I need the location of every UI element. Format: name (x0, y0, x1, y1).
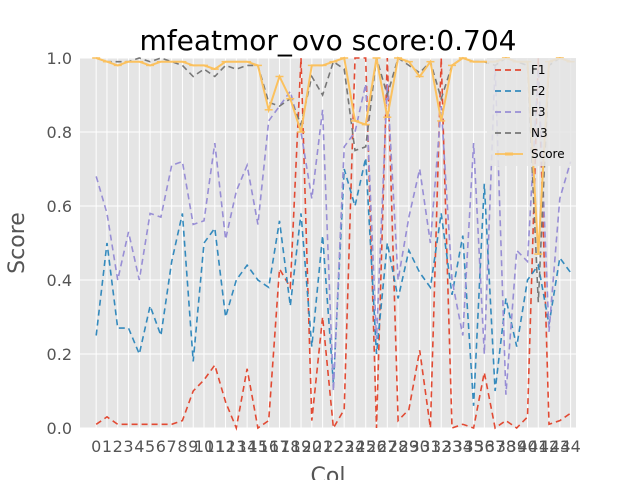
legend-label: F1 (531, 63, 546, 77)
x-tick-label: 37 (485, 437, 505, 456)
legend-label: Score (531, 147, 565, 161)
x-tick-label: 1 (102, 437, 112, 456)
x-axis-ticks: 0 1 2 3 4 5 6 7 8 9101112131415161718192021222324… (91, 437, 581, 456)
x-tick-label: 8 (177, 437, 187, 456)
x-tick-label: 27 (377, 437, 397, 456)
x-tick-label: 24 (345, 437, 365, 456)
legend-box (487, 58, 576, 166)
x-tick-label: 38 (496, 437, 516, 456)
series-line-f1 (95, 57, 572, 431)
x-tick-label: 3 (123, 437, 133, 456)
x-tick-label: 34 (453, 437, 473, 456)
x-tick-label: 40 (517, 437, 537, 456)
series-line-n3 (95, 56, 571, 303)
x-tick-label: 30 (409, 437, 429, 456)
y-tick-label: 0.4 (47, 271, 72, 290)
x-tick-label: 20 (302, 437, 322, 456)
x-tick-label: 4 (134, 437, 144, 456)
x-tick-label: 10 (194, 437, 214, 456)
legend-label: F2 (531, 84, 546, 98)
x-tick-label: 32 (431, 437, 451, 456)
x-tick-label: 22 (323, 437, 343, 456)
legend: F1 F2 F3 N3 Score (487, 58, 576, 166)
x-tick-label: 14 (237, 437, 257, 456)
x-tick-label: 13 (226, 437, 246, 456)
x-tick-label: 6 (156, 437, 166, 456)
x-tick-label: 41 (528, 437, 548, 456)
x-tick-label: 2 (113, 437, 123, 456)
y-axis-ticks: 0.0 0.2 0.4 0.6 0.8 1.0 (47, 49, 72, 438)
x-tick-label: 42 (539, 437, 559, 456)
x-tick-label: 0 (91, 437, 101, 456)
x-tick-label: 16 (259, 437, 279, 456)
x-tick-label: 43 (550, 437, 570, 456)
y-tick-label: 0.0 (47, 419, 72, 438)
x-tick-label: 39 (507, 437, 527, 456)
legend-label: N3 (531, 126, 548, 140)
y-tick-label: 1.0 (47, 49, 72, 68)
x-tick-label: 15 (248, 437, 268, 456)
chart-title: mfeatmor_ovo score:0.704 (140, 24, 517, 57)
x-tick-label: 9 (188, 437, 198, 456)
x-tick-label: 7 (167, 437, 177, 456)
x-tick-label: 19 (291, 437, 311, 456)
x-tick-label: 44 (560, 437, 580, 456)
x-tick-label: 18 (280, 437, 300, 456)
x-tick-label: 26 (366, 437, 386, 456)
y-tick-label: 0.2 (47, 345, 72, 364)
y-tick-label: 0.8 (47, 123, 72, 142)
x-tick-label: 33 (442, 437, 462, 456)
x-tick-label: 29 (399, 437, 419, 456)
x-tick-label: 5 (145, 437, 155, 456)
grid-lines (80, 57, 576, 429)
x-tick-label: 28 (388, 437, 408, 456)
series-line-f3 (95, 65, 572, 395)
x-tick-label: 36 (474, 437, 494, 456)
x-tick-label: 21 (312, 437, 332, 456)
y-tick-label: 0.6 (47, 197, 72, 216)
x-tick-label: 23 (334, 437, 354, 456)
x-tick-label: 35 (463, 437, 483, 456)
legend-label: F3 (531, 105, 546, 119)
y-axis-label: Score (5, 212, 30, 274)
x-axis-label: Col (311, 464, 346, 480)
x-tick-label: 31 (420, 437, 440, 456)
x-tick-label: 25 (356, 437, 376, 456)
x-tick-label: 12 (215, 437, 235, 456)
x-tick-label: 11 (205, 437, 225, 456)
x-tick-label: 17 (269, 437, 289, 456)
